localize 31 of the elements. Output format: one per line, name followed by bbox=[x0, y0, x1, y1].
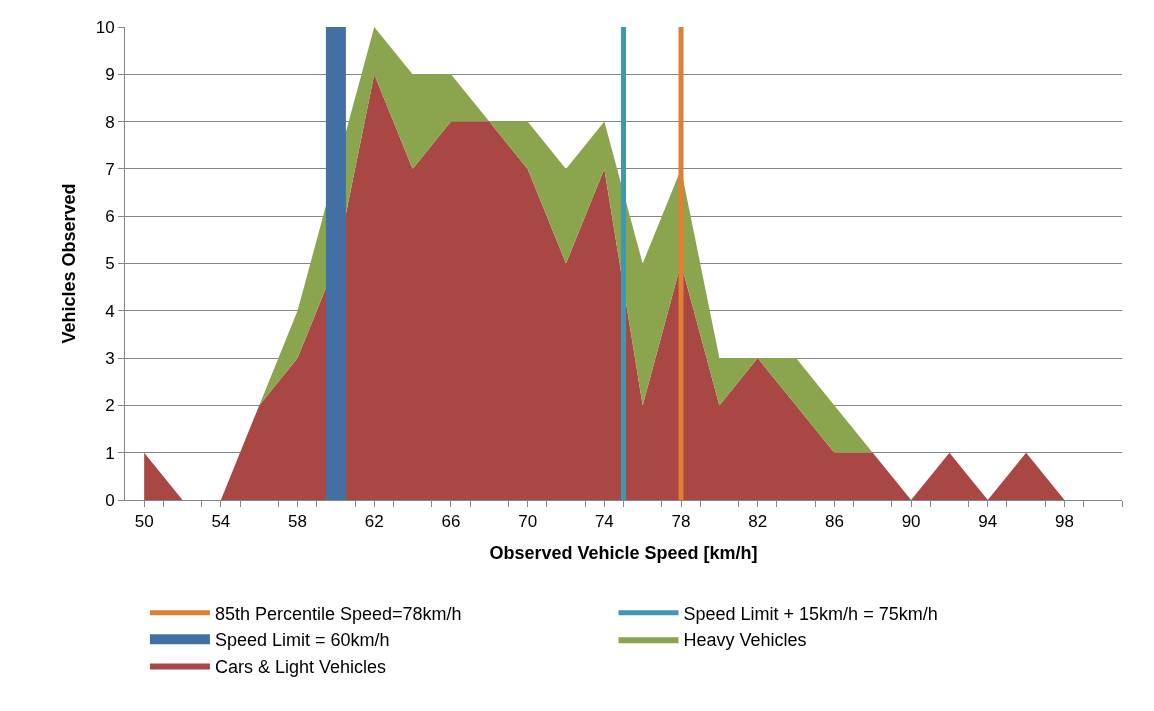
y-tick-label: 7 bbox=[105, 159, 115, 179]
y-tick-label: 9 bbox=[105, 65, 115, 85]
y-tick-label: 3 bbox=[105, 349, 115, 369]
y-axis-title: Vehicles Observed bbox=[58, 183, 79, 344]
x-axis-title: Observed Vehicle Speed [km/h] bbox=[489, 542, 758, 563]
y-tick-label: 2 bbox=[105, 396, 115, 416]
y-tick-label: 6 bbox=[105, 207, 115, 227]
x-tick-label: 78 bbox=[671, 512, 691, 532]
y-tick-label: 5 bbox=[105, 254, 115, 274]
x-tick-label: 62 bbox=[364, 512, 384, 532]
legend-label: 85th Percentile Speed=78km/h bbox=[214, 603, 462, 624]
y-tick-label: 4 bbox=[105, 301, 115, 321]
x-tick-label: 54 bbox=[211, 512, 231, 532]
x-tick-label: 58 bbox=[288, 512, 308, 532]
x-tick-label: 94 bbox=[978, 512, 998, 532]
x-tick-label: 98 bbox=[1055, 512, 1074, 532]
y-tick-label: 10 bbox=[95, 17, 115, 37]
y-tick-label: 0 bbox=[105, 490, 115, 510]
x-tick-label: 86 bbox=[824, 512, 844, 532]
x-tick-label: 70 bbox=[518, 512, 538, 532]
legend-label: Heavy Vehicles bbox=[683, 630, 807, 651]
x-tick-label: 74 bbox=[594, 512, 614, 532]
x-tick-label: 82 bbox=[748, 512, 768, 532]
legend-label: Speed Limit + 15km/h = 75km/h bbox=[683, 603, 938, 624]
y-tick-label: 1 bbox=[105, 443, 115, 463]
x-tick-label: 90 bbox=[901, 512, 921, 532]
x-tick-label: 66 bbox=[441, 512, 461, 532]
y-tick-label: 8 bbox=[105, 112, 115, 132]
legend-label: Cars & Light Vehicles bbox=[214, 656, 387, 677]
x-tick-label: 50 bbox=[134, 512, 154, 532]
legend-label: Speed Limit = 60km/h bbox=[214, 630, 390, 651]
